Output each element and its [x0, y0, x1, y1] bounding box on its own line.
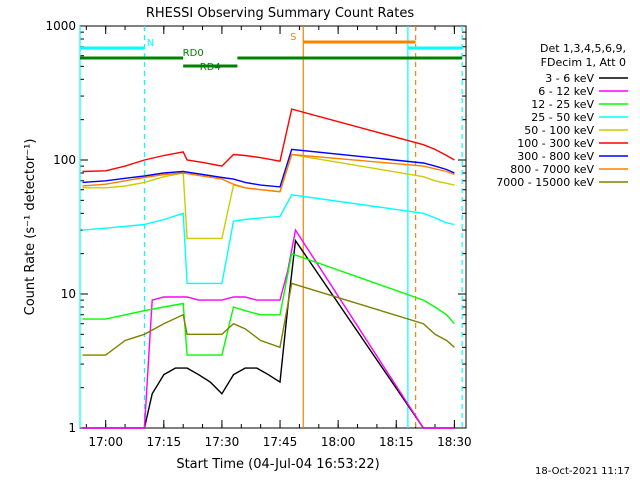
legend-label: 50 - 100 keV	[524, 124, 594, 137]
plot-area: 1 10 100 1000 17:00 17:15 17:30 17:45 18:00 18:15…	[45, 19, 628, 449]
x-tick-label: 18:30	[437, 435, 472, 449]
legend-label: 7000 - 15000 keV	[496, 176, 594, 189]
flag-label-rd4: RD4	[200, 62, 221, 73]
y-tick-label: 1000	[45, 19, 76, 33]
x-tick-label: 17:45	[263, 435, 298, 449]
series-line	[82, 194, 455, 285]
flag-label-n: N	[147, 38, 154, 49]
series-line	[82, 153, 455, 240]
footer-timestamp: 18-Oct-2021 11:17	[535, 466, 630, 477]
legend-label: 3 - 6 keV	[545, 72, 594, 85]
series-line	[82, 252, 455, 356]
flag-label-s: S	[290, 32, 296, 43]
legend-label: 25 - 50 keV	[531, 111, 594, 124]
legend-label: 800 - 7000 keV	[510, 163, 594, 176]
legend-label: 100 - 300 keV	[517, 137, 594, 150]
chart-title: RHESSI Observing Summary Count Rates	[146, 6, 415, 21]
legend-header-line-1: Det 1,3,4,5,6,9,	[540, 42, 626, 55]
x-tick-label: 17:15	[147, 435, 182, 449]
series-line	[82, 282, 455, 356]
series-line	[82, 148, 455, 188]
x-tick-label: 18:15	[379, 435, 414, 449]
series-line	[82, 238, 455, 429]
x-tick-label: 18:00	[321, 435, 356, 449]
series-line	[82, 228, 455, 429]
x-tick-label: 17:00	[88, 435, 123, 449]
legend-label: 6 - 12 keV	[538, 85, 594, 98]
y-tick-label: 10	[61, 287, 76, 301]
x-tick-label: 17:30	[205, 435, 240, 449]
legend-header-line-2: FDecim 1, Att 0	[541, 56, 626, 69]
flag-label-rd0: RD0	[183, 48, 204, 59]
y-axis-label: Count Rate (s⁻¹ detector⁻¹)	[23, 139, 38, 316]
legend-label: 300 - 800 keV	[517, 150, 594, 163]
series-line	[82, 153, 455, 193]
y-tick-label: 100	[53, 153, 76, 167]
y-tick-label: 1	[68, 421, 76, 435]
x-axis-label: Start Time (04-Jul-04 16:53:22)	[176, 457, 379, 472]
legend-label: 12 - 25 keV	[531, 98, 594, 111]
series-line	[82, 108, 455, 173]
